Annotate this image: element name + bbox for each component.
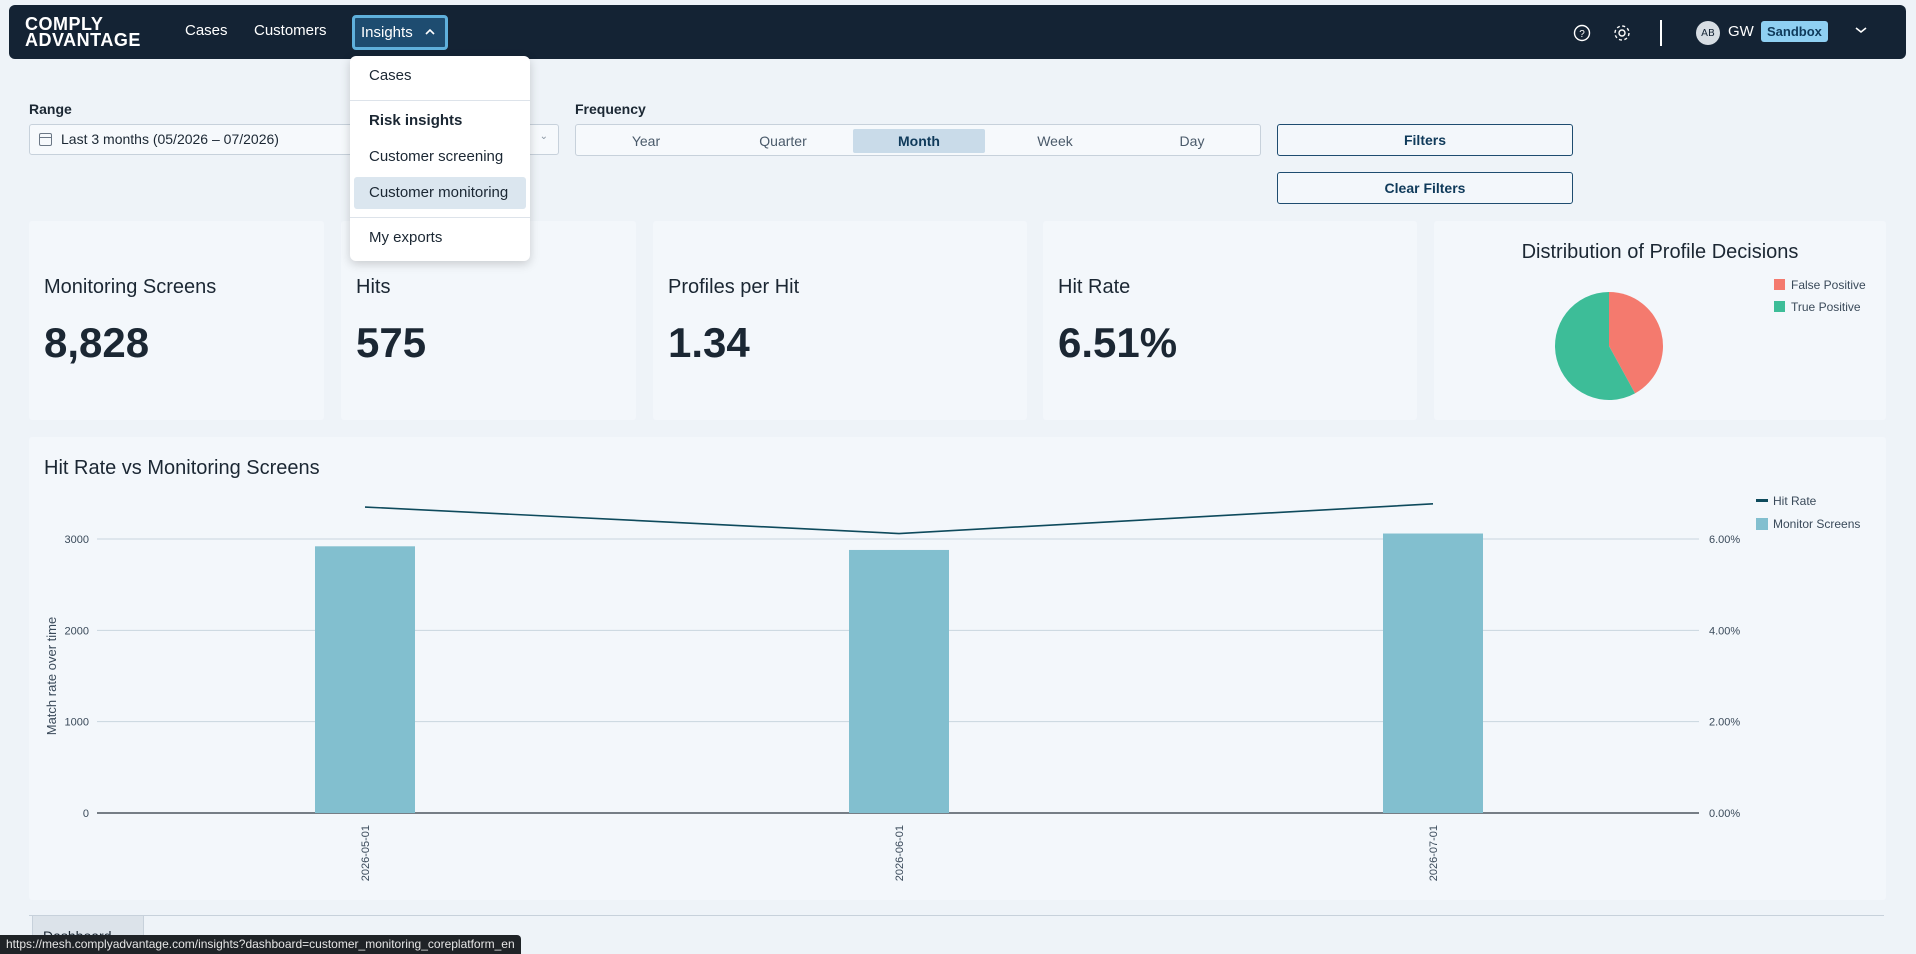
pie-card: Distribution of Profile Decisions False … <box>1434 221 1886 420</box>
x-tick-label: 2026-06-01 <box>894 825 906 881</box>
chart-title: Hit Rate vs Monitoring Screens <box>44 457 320 479</box>
menu-item-customer-screening[interactable]: Customer screening <box>369 148 504 165</box>
pie-slice-true-positive[interactable] <box>1555 292 1636 400</box>
pie-chart <box>1555 292 1663 400</box>
y-tick-label-left: 3000 <box>65 534 89 546</box>
top-nav: COMPLY ADVANTAGE Cases Customers Insight… <box>9 5 1906 59</box>
kpi-title: Hits <box>356 276 391 298</box>
kpi-title: Hit Rate <box>1058 276 1131 298</box>
pie-slice-false-positive[interactable] <box>1609 292 1663 394</box>
bar-monitor-screens[interactable] <box>849 549 949 813</box>
y-tick-label-right: 6.00% <box>1709 534 1740 546</box>
frequency-label: Frequency <box>575 101 646 117</box>
frequency-option-year[interactable]: Year <box>631 133 661 149</box>
legend-swatch <box>1774 301 1785 312</box>
status-bar-url: https://mesh.complyadvantage.com/insight… <box>0 935 521 954</box>
help-icon[interactable]: ? <box>1572 23 1592 43</box>
legend-label: False Positive <box>1791 278 1866 292</box>
bar-monitor-screens[interactable] <box>315 546 415 813</box>
logo-line2: ADVANTAGE <box>25 30 141 50</box>
y-tick-label-right: 0.00% <box>1709 808 1740 820</box>
y-tick-label-right: 4.00% <box>1709 625 1740 637</box>
kpi-card-hit-rate: Hit Rate 6.51% <box>1043 221 1417 420</box>
logo-line1: COMPLY <box>25 14 104 34</box>
clear-filters-button[interactable]: Clear Filters <box>1277 172 1573 204</box>
menu-heading-risk-insights: Risk insights <box>369 112 463 129</box>
frequency-option-quarter[interactable]: Quarter <box>759 133 807 149</box>
kpi-value: 1.34 <box>668 319 750 366</box>
logo[interactable]: COMPLY ADVANTAGE <box>25 14 141 50</box>
nav-cases[interactable]: Cases <box>185 22 228 39</box>
legend-label-monitor-screens[interactable]: Monitor Screens <box>1773 517 1860 531</box>
filters-button[interactable]: Filters <box>1277 124 1573 156</box>
chevron-down-icon[interactable] <box>1854 24 1868 39</box>
svg-text:?: ? <box>1579 29 1585 40</box>
kpi-value: 575 <box>356 319 427 366</box>
menu-item-customer-monitoring[interactable]: Customer monitoring <box>354 177 526 209</box>
nav-insights-label: Insights <box>361 24 413 41</box>
frequency-option-day[interactable]: Day <box>1179 133 1205 149</box>
kpi-value: 8,828 <box>44 319 150 366</box>
kpi-card-profiles-per-hit: Profiles per Hit 1.34 <box>653 221 1027 420</box>
x-tick-label: 2026-05-01 <box>360 825 372 881</box>
y-tick-label-left: 1000 <box>65 717 89 729</box>
chevron-down-icon: ⌄ <box>539 131 548 142</box>
range-value: Last 3 months (05/2026 – 07/2026) <box>61 131 279 147</box>
nav-insights-button[interactable]: Insights <box>352 15 448 50</box>
avatar[interactable]: AB <box>1696 21 1720 45</box>
user-initials[interactable]: GW <box>1728 23 1754 40</box>
range-label: Range <box>29 101 72 117</box>
legend-label: True Positive <box>1791 300 1861 314</box>
bottom-divider <box>29 915 1884 916</box>
frequency-option-month[interactable]: Month <box>853 129 985 153</box>
frequency-option-week[interactable]: Week <box>1037 133 1073 149</box>
kpi-title: Profiles per Hit <box>668 276 800 298</box>
legend-swatch-hit-rate <box>1756 499 1768 502</box>
pie-legend-true-positive[interactable]: True Positive <box>1774 300 1861 314</box>
x-tick-label: 2026-07-01 <box>1428 825 1440 881</box>
menu-divider <box>350 217 530 218</box>
chart-card: Hit Rate vs Monitoring Screens 0 1000 2000… <box>29 437 1886 900</box>
menu-item-cases[interactable]: Cases <box>369 67 412 84</box>
legend-swatch-monitor-screens <box>1756 518 1768 530</box>
kpi-card-monitoring-screens: Monitoring Screens 8,828 <box>29 221 324 420</box>
chevron-up-icon <box>424 26 436 40</box>
nav-customers[interactable]: Customers <box>254 22 327 39</box>
calendar-icon <box>39 133 52 146</box>
combo-chart: 0 1000 2000 3000 0.00% 2.00% 4.00% 6.00% Match r… <box>44 494 1860 881</box>
y-tick-label-left: 2000 <box>65 625 89 637</box>
nav-divider <box>1660 20 1662 46</box>
y-tick-label-right: 2.00% <box>1709 717 1740 729</box>
environment-badge: Sandbox <box>1761 21 1828 42</box>
pie-title: Distribution of Profile Decisions <box>1521 241 1799 263</box>
kpi-value: 6.51% <box>1058 319 1178 366</box>
y-axis-title: Match rate over time <box>44 617 59 736</box>
line-hit-rate[interactable] <box>364 503 1434 535</box>
legend-label-hit-rate[interactable]: Hit Rate <box>1773 494 1817 508</box>
legend-swatch <box>1774 279 1785 290</box>
insights-dropdown-menu: Cases Risk insights Customer screening C… <box>350 56 530 261</box>
kpi-title: Monitoring Screens <box>44 276 217 298</box>
bar-monitor-screens[interactable] <box>1383 533 1483 813</box>
gear-icon[interactable] <box>1612 23 1632 43</box>
pie-legend-false-positive[interactable]: False Positive <box>1774 278 1866 292</box>
y-tick-label-left: 0 <box>83 808 89 820</box>
frequency-segmented-control: Year Quarter Month Week Day <box>575 124 1261 156</box>
menu-item-my-exports[interactable]: My exports <box>369 229 443 246</box>
menu-divider <box>350 100 530 101</box>
